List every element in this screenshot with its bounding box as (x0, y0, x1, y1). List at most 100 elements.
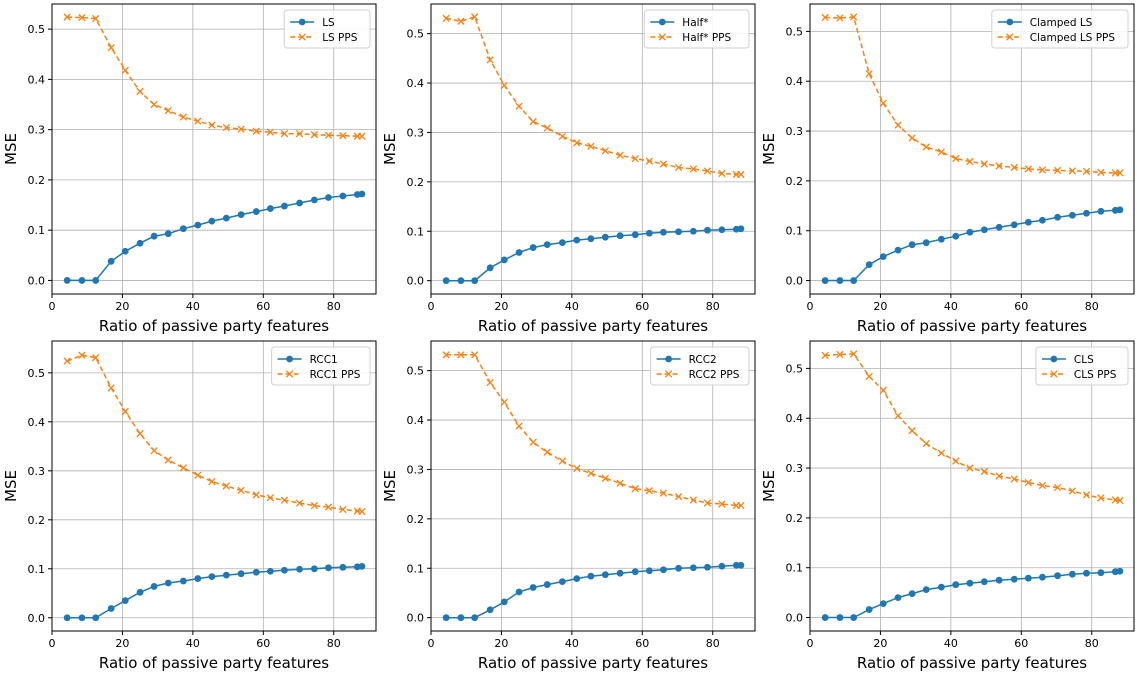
data-point (442, 614, 450, 622)
y-tick-label: 0.5 (786, 25, 804, 38)
data-point (252, 491, 260, 499)
x-axis-title: Ratio of passive party features (99, 654, 329, 672)
data-point (952, 232, 960, 240)
data-point (1068, 570, 1076, 578)
data-point (894, 594, 902, 602)
y-tick-label: 0.5 (407, 365, 425, 378)
data-point (121, 66, 129, 75)
data-point (966, 579, 974, 587)
data-point (980, 467, 988, 476)
series-line (67, 16, 362, 137)
x-tick-label: 20 (873, 637, 887, 650)
x-tick-label: 80 (1085, 300, 1099, 313)
data-point (266, 128, 275, 136)
data-point (121, 247, 129, 255)
data-point (995, 223, 1003, 231)
data-point (310, 131, 319, 139)
data-point (1054, 572, 1061, 580)
data-point (543, 124, 551, 132)
data-point (442, 351, 450, 359)
data-point (150, 583, 158, 590)
x-tick-label: 60 (1014, 637, 1028, 650)
series-rcc2 (442, 561, 745, 622)
y-axis-title: MSE (2, 470, 20, 502)
series-rcc1 (63, 562, 366, 622)
data-point (107, 605, 115, 612)
data-point (121, 407, 129, 416)
data-point (631, 568, 639, 576)
data-point (222, 123, 230, 132)
y-tick-label: 0.3 (407, 463, 425, 476)
data-point (296, 565, 303, 573)
legend-marker (658, 33, 666, 41)
data-point (718, 500, 726, 508)
y-tick-label: 0.4 (28, 73, 46, 86)
data-point (1010, 163, 1018, 172)
data-point (1116, 169, 1124, 177)
data-point (980, 226, 988, 234)
data-point (1068, 167, 1077, 175)
y-tick-label: 0.0 (407, 275, 425, 288)
data-point (92, 353, 100, 362)
data-point (325, 194, 332, 201)
data-point (486, 264, 494, 272)
data-point (645, 229, 653, 237)
data-point (573, 575, 581, 583)
data-point (1082, 491, 1091, 499)
data-point (821, 351, 829, 360)
series-half-pps (442, 13, 745, 179)
legend: CLS CLS PPS (1035, 346, 1129, 386)
y-axis-title: MSE (2, 133, 20, 165)
data-point (1116, 206, 1124, 214)
data-point (821, 13, 829, 22)
series-line (67, 565, 362, 619)
data-point (325, 564, 332, 572)
legend-marker (298, 33, 306, 41)
x-tick-label: 20 (494, 300, 508, 313)
data-point (92, 14, 100, 23)
data-point (850, 13, 858, 21)
data-point (164, 456, 172, 464)
data-point (937, 583, 945, 591)
y-axis-title: MSE (760, 470, 778, 502)
data-point (194, 471, 202, 479)
data-point (689, 496, 698, 504)
data-point (980, 160, 988, 168)
data-point (63, 277, 71, 284)
data-point (324, 131, 333, 139)
y-tick-label: 0.3 (28, 124, 46, 137)
data-point (865, 606, 873, 613)
data-point (164, 106, 172, 115)
data-point (266, 567, 274, 575)
y-tick-label: 0.0 (407, 612, 425, 625)
y-tick-label: 0.2 (28, 514, 46, 527)
series-ls (63, 190, 366, 284)
y-axis-title: MSE (381, 133, 399, 165)
x-tick-label: 80 (706, 300, 720, 313)
data-point (208, 573, 216, 581)
data-point (164, 579, 172, 587)
data-point (937, 235, 945, 243)
y-tick-label: 0.2 (407, 513, 425, 526)
data-point (922, 239, 930, 247)
y-tick-label: 0.2 (786, 175, 804, 188)
data-point (1068, 211, 1076, 219)
x-tick-label: 80 (706, 637, 720, 650)
data-point (358, 562, 366, 570)
data-point (601, 571, 609, 579)
y-tick-label: 0.4 (407, 414, 425, 427)
data-point (63, 614, 71, 622)
data-point (500, 598, 508, 606)
x-tick-label: 20 (115, 300, 129, 313)
legend-label: RCC1 PPS (310, 369, 361, 381)
data-point (922, 143, 930, 151)
data-point (194, 575, 202, 582)
axes-frame (809, 340, 1135, 632)
x-tick-label: 60 (1014, 300, 1028, 313)
y-tick-label: 0.0 (28, 274, 46, 287)
data-point (471, 614, 479, 622)
data-point (1083, 569, 1090, 577)
data-point (324, 503, 333, 511)
data-point (339, 192, 347, 200)
data-point (865, 70, 873, 78)
